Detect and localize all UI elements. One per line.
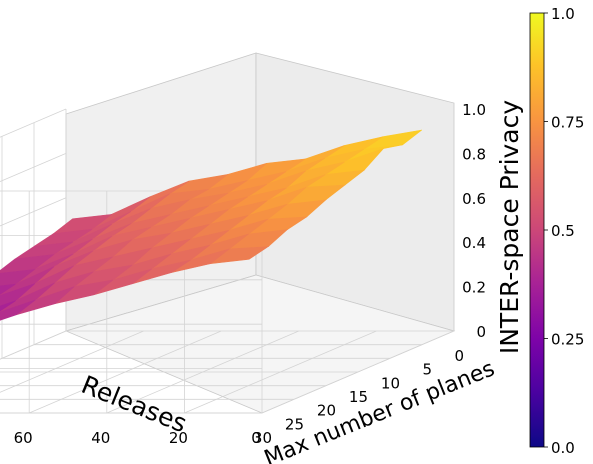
z-tick-label: 1.0 — [462, 101, 486, 119]
y-gridline — [1, 136, 390, 359]
y-tick-label: 5 — [422, 361, 432, 379]
surface-patch — [0, 254, 55, 274]
surface-patch — [0, 283, 36, 307]
surface-patch — [0, 299, 36, 321]
z-tick-label: 0.2 — [462, 279, 486, 297]
y-gridline — [0, 398, 294, 400]
x-tick-label: 40 — [91, 429, 110, 447]
surface-patch — [0, 283, 16, 295]
y-tick-labels: 0 5 10 15 20 25 30 — [253, 347, 464, 447]
surface-patch — [0, 300, 16, 312]
z-tick-label: 0 — [476, 323, 486, 341]
z-tick-label: 0.8 — [462, 145, 486, 163]
y-tick-label: 25 — [285, 415, 304, 433]
y-tick-label: 30 — [253, 429, 272, 447]
colorbar-tick-label: 1.0 — [551, 5, 575, 23]
y-gridline — [0, 412, 262, 414]
z-tick-label: 0.4 — [462, 234, 486, 252]
z-tick-labels: 0 0.2 0.4 0.6 0.8 1.0 — [462, 101, 486, 341]
surface-patch — [0, 268, 36, 287]
y-tick-label: 20 — [317, 402, 336, 420]
surface-patch — [0, 266, 55, 296]
colorbar-tick-label: 0.75 — [551, 114, 584, 132]
surface-patch — [0, 282, 55, 313]
x-tick-labels: 020406080100 — [14, 429, 261, 447]
z-axis-label: INTER-space Privacy — [495, 100, 524, 355]
y-tick-label: 10 — [381, 374, 400, 392]
y-tick-label: 15 — [349, 388, 368, 406]
surface — [0, 129, 422, 321]
colorbar-tick-label: 0.25 — [551, 331, 584, 349]
y-gridline — [0, 385, 326, 387]
colorbar-tick-label: 0.5 — [551, 222, 575, 240]
x-tick-label: 20 — [169, 429, 188, 447]
colorbar-gradient — [529, 12, 545, 448]
y-tick-label: 0 — [454, 347, 464, 365]
colorbar: 0.0 0.25 0.5 0.75 1.0 — [529, 5, 584, 457]
colorbar-ticks: 0.0 0.25 0.5 0.75 1.0 — [544, 5, 584, 457]
colorbar-tick-label: 0.0 — [551, 439, 575, 457]
x-tick-label: 0 — [251, 429, 261, 447]
y-gridline — [33, 122, 422, 346]
y-gridline — [65, 109, 454, 332]
z-tick-label: 0.6 — [462, 190, 486, 208]
x-tick-label: 60 — [14, 429, 33, 447]
y-gridline — [0, 371, 358, 373]
